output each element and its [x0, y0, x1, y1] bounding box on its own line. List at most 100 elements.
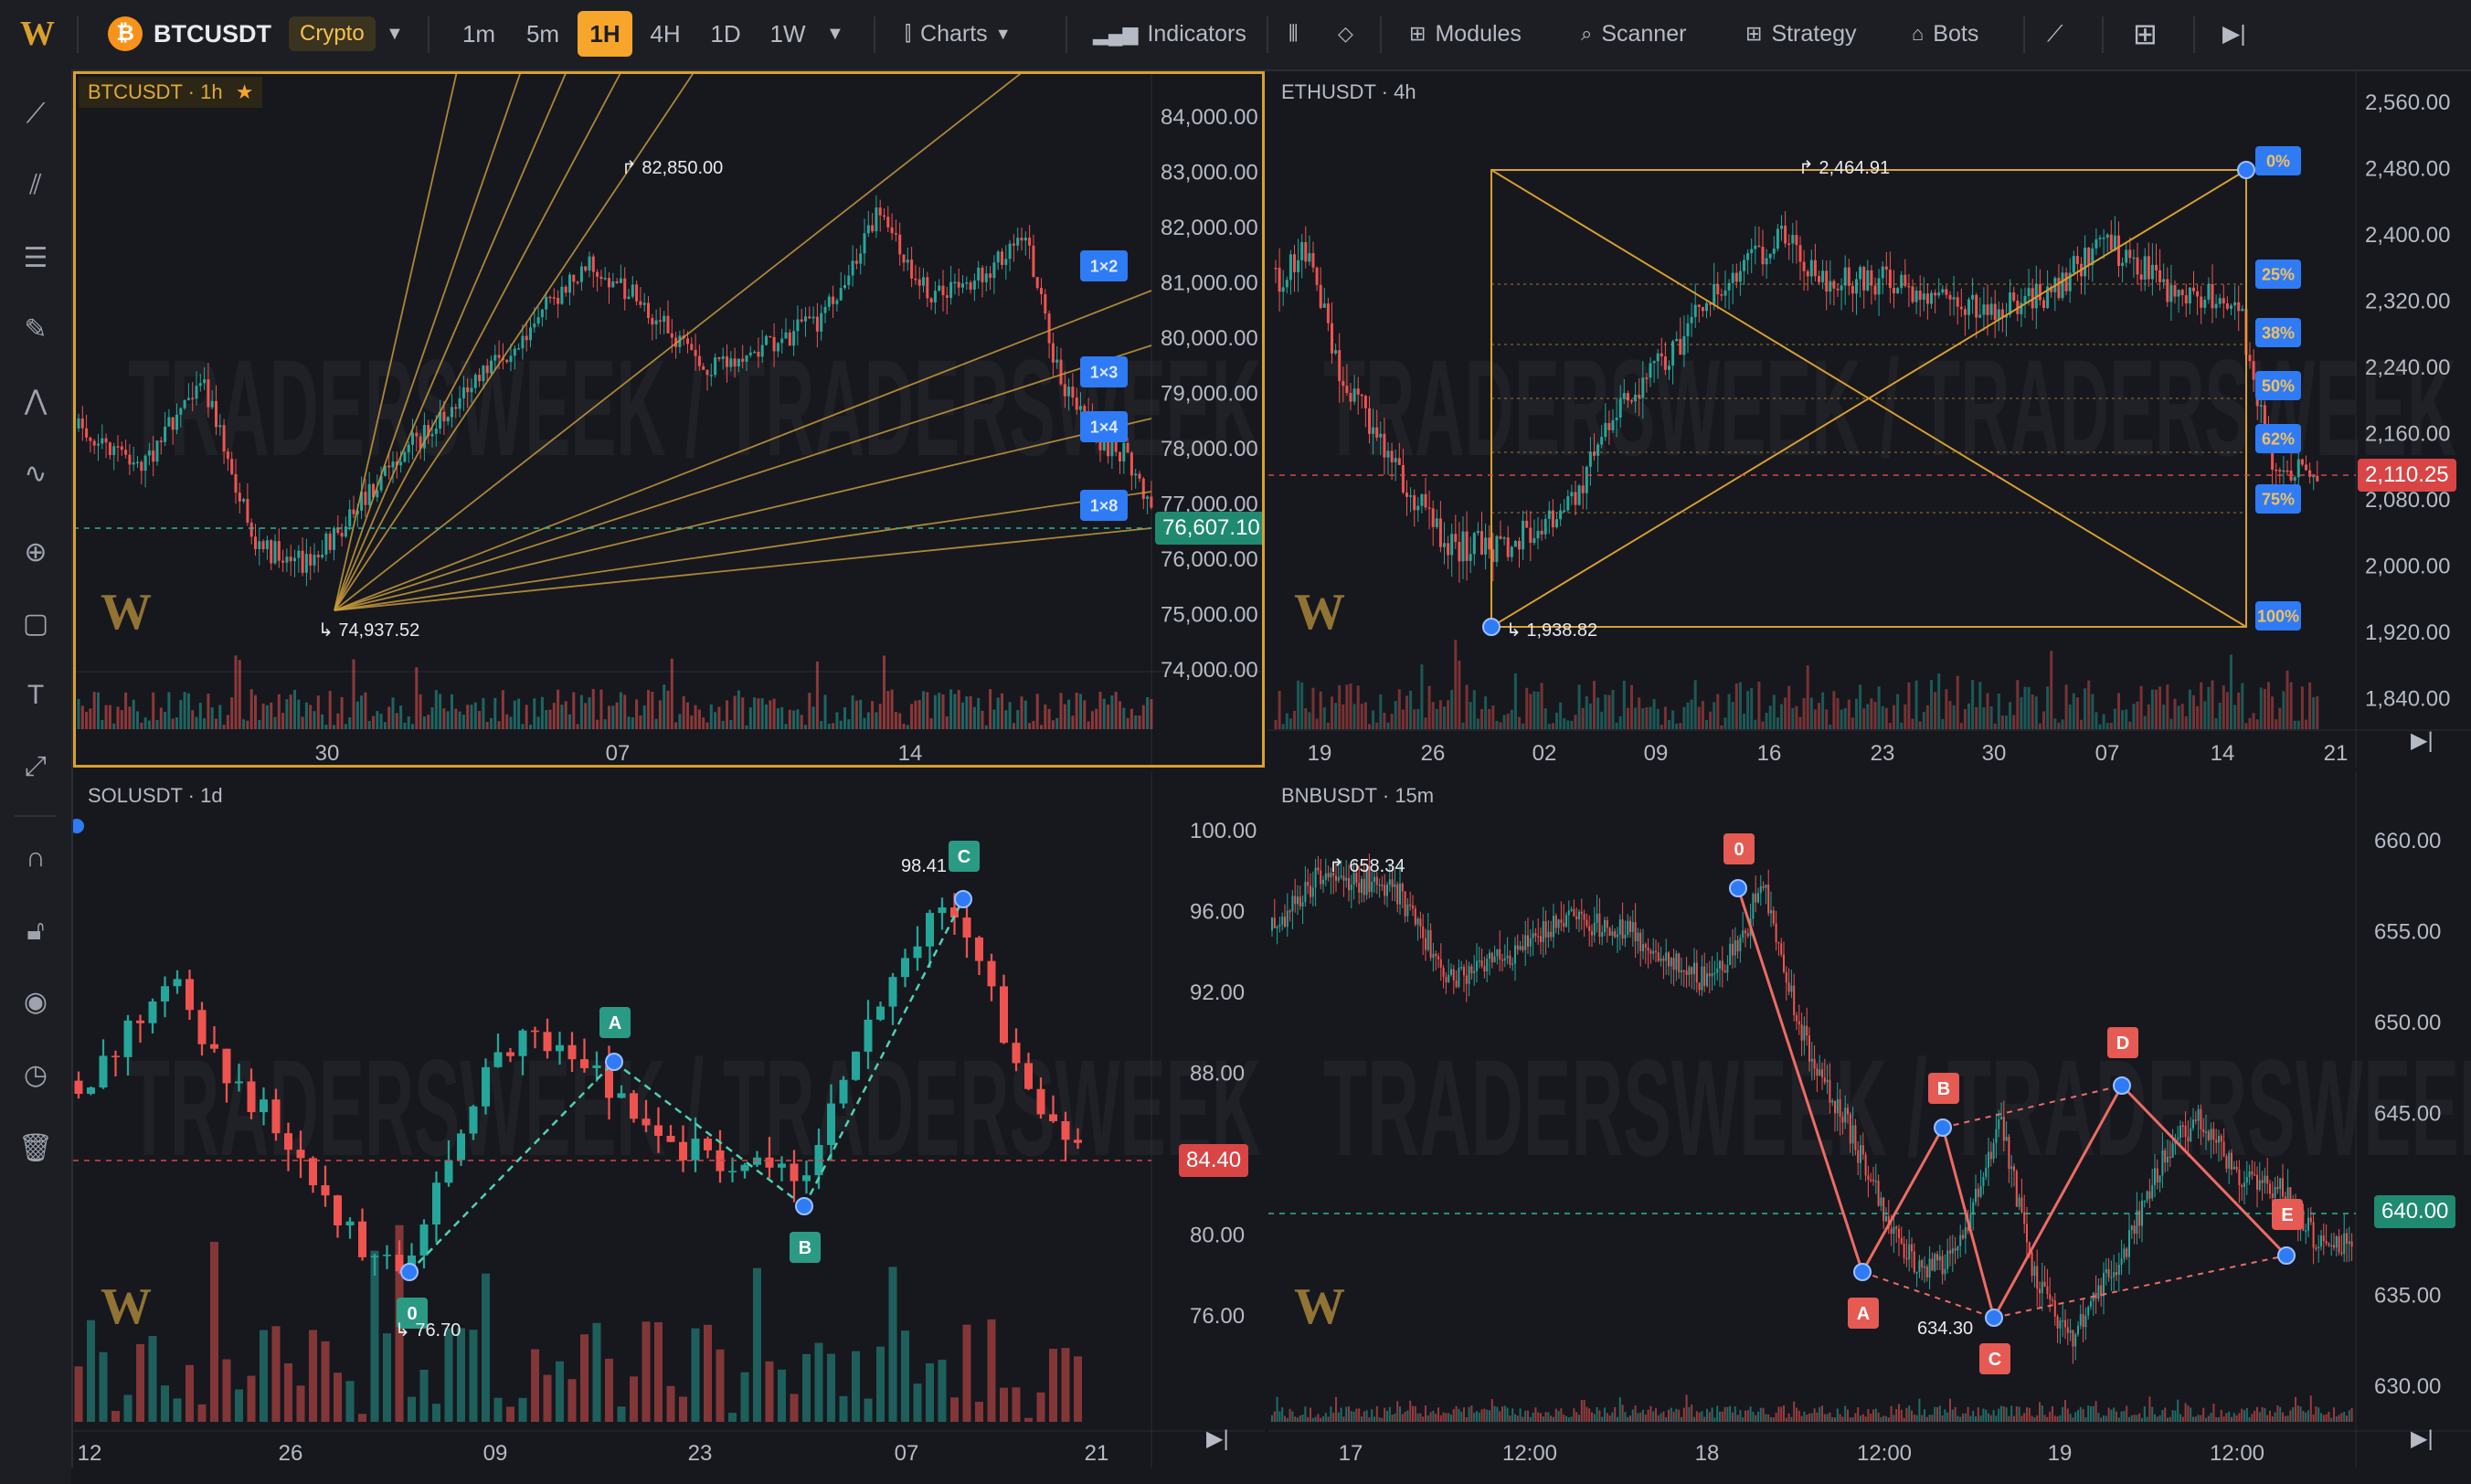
- volume-bar: [1719, 1411, 1721, 1422]
- candle-body: [1975, 1188, 1977, 1203]
- scroll-to-end-icon[interactable]: ▶|: [2411, 728, 2434, 753]
- chart-panel-solusdt[interactable]: TRADERSWEEK / TRADERSWEEK100.0096.0092.0…: [73, 771, 1265, 1468]
- trendline-icon[interactable]: ⟋: [26, 99, 46, 129]
- volume-bar: [1924, 1409, 1925, 1422]
- w-logo-icon: W: [101, 584, 152, 641]
- charts-menu[interactable]: ⫿ Charts ▼: [905, 0, 1012, 68]
- candle-body: [1079, 406, 1082, 410]
- btc-chart-canvas[interactable]: TRADERSWEEK / TRADERSWEEK84,000.0083,000…: [73, 71, 1265, 768]
- timeframe-1d[interactable]: 1D: [710, 19, 741, 48]
- candle-body: [1841, 1116, 1844, 1123]
- candle-body: [1036, 1088, 1045, 1115]
- candle-body: [1898, 1228, 1900, 1238]
- candle-body: [1051, 343, 1055, 363]
- volume-bar: [1816, 1412, 1819, 1422]
- timeframe-1h[interactable]: 1H: [578, 11, 632, 57]
- bnb-chart-canvas[interactable]: TRADERSWEEK / TRADERSWEEK660.00655.00650…: [1268, 771, 2471, 1468]
- measure-icon[interactable]: ⤢: [25, 751, 47, 781]
- eye-icon[interactable]: ◉: [23, 987, 48, 1017]
- volume-bar: [1857, 1407, 1860, 1422]
- y-axis-tick: 80,000.00: [1161, 326, 1258, 351]
- volume-bar: [969, 695, 972, 729]
- rectangle-icon[interactable]: ▢: [22, 609, 49, 639]
- app-logo[interactable]: W: [20, 0, 55, 68]
- timeframe-dropdown-chevron-icon[interactable]: ▼: [826, 23, 844, 44]
- market-badge[interactable]: Crypto: [289, 0, 376, 68]
- clock-icon[interactable]: ◷: [23, 1060, 48, 1090]
- scanner-button[interactable]: ⌕ Scanner: [1581, 0, 1686, 68]
- volume-bar: [2064, 684, 2068, 729]
- wave-icon[interactable]: ∿: [24, 459, 48, 489]
- candle-body: [284, 1133, 292, 1150]
- eth-chart-canvas[interactable]: TRADERSWEEK / TRADERSWEEK2,560.002,480.0…: [1268, 71, 2471, 768]
- chart-panel-ethusdt[interactable]: TRADERSWEEK / TRADERSWEEK2,560.002,480.0…: [1268, 71, 2471, 768]
- volume-bar: [721, 720, 725, 729]
- lock-icon[interactable]: 🔓︎: [27, 916, 45, 946]
- candle-body: [2346, 1233, 2348, 1245]
- candle-body: [1954, 1248, 1957, 1251]
- y-axis-tick: 79,000.00: [1161, 382, 1258, 407]
- volume-bar: [254, 694, 257, 729]
- timeframe-1w[interactable]: 1W: [769, 19, 806, 48]
- chart-panel-bnbusdt[interactable]: TRADERSWEEK / TRADERSWEEK660.00655.00650…: [1268, 771, 2471, 1468]
- replay-button[interactable]: ◇: [1338, 0, 1353, 68]
- candle-body: [2100, 1285, 2103, 1297]
- candle-body: [1447, 543, 1450, 556]
- line-tool-button[interactable]: ⟋: [2047, 0, 2063, 68]
- trash-icon[interactable]: 🗑︎: [17, 1133, 54, 1163]
- candle-body: [1993, 303, 1997, 321]
- crosshair-icon[interactable]: ⊕: [24, 537, 48, 567]
- volume-bar: [1915, 1415, 1918, 1422]
- brush-icon[interactable]: ✎: [24, 314, 48, 344]
- indicators-button[interactable]: ▂▄▆ Indicators: [1093, 0, 1246, 68]
- volume-bar: [328, 691, 332, 729]
- panel-symbol: BTCUSDT: [88, 80, 183, 103]
- replay-end-button[interactable]: ▶|: [2222, 0, 2246, 68]
- candle-body: [1941, 289, 1945, 293]
- text-icon[interactable]: T: [27, 680, 45, 710]
- candle-body: [2181, 1125, 2184, 1128]
- volume-bar: [1330, 1406, 1332, 1422]
- symbol-dropdown-chevron-icon[interactable]: ▼: [386, 23, 404, 44]
- bots-button[interactable]: ⌂ Bots: [1912, 0, 1978, 68]
- volume-bar: [540, 696, 544, 729]
- scroll-to-end-icon[interactable]: ▶|: [1206, 1426, 1229, 1451]
- timeframe-4h[interactable]: 4H: [650, 19, 681, 48]
- candle-body: [2052, 1299, 2053, 1301]
- volume-bar: [2188, 689, 2191, 729]
- candle-body: [1422, 926, 1425, 938]
- timeframe-5m[interactable]: 5m: [525, 19, 560, 48]
- compare-button[interactable]: ⫴: [1289, 0, 1299, 68]
- candle-body: [1348, 877, 1350, 891]
- favorite-star-icon[interactable]: ★: [235, 80, 254, 103]
- volume-bar: [1416, 708, 1420, 729]
- strategy-button[interactable]: ⊞ Strategy: [1745, 0, 1857, 68]
- symbol-selector[interactable]: ₿ BTCUSDT: [108, 0, 271, 68]
- volume-bar: [2293, 720, 2296, 729]
- parallel-channel-icon[interactable]: ⫽: [29, 170, 42, 200]
- candle-body: [1399, 884, 1401, 905]
- layout-button[interactable]: ⊞: [2133, 0, 2158, 68]
- volume-bar: [458, 711, 461, 729]
- candle-body: [929, 298, 933, 302]
- modules-button[interactable]: ⊞ Modules: [1409, 0, 1522, 68]
- candle-body: [596, 271, 599, 277]
- sol-chart-canvas[interactable]: TRADERSWEEK / TRADERSWEEK100.0096.0092.0…: [73, 771, 1265, 1468]
- candle-body: [533, 323, 536, 328]
- candle-body: [2105, 1268, 2107, 1273]
- pattern-icon[interactable]: ⋀: [24, 386, 48, 416]
- chart-panel-btcusdt[interactable]: TRADERSWEEK / TRADERSWEEK84,000.0083,000…: [73, 71, 1265, 768]
- volume-bar: [1335, 1396, 1337, 1422]
- volume-bar: [1358, 1408, 1361, 1422]
- candle-body: [1138, 473, 1141, 479]
- volume-bar: [2330, 1417, 2333, 1422]
- volume-bar: [1731, 702, 1734, 729]
- scroll-to-end-icon[interactable]: ▶|: [2411, 1426, 2434, 1451]
- magnet-icon[interactable]: ∩: [26, 843, 46, 873]
- fib-lines-icon[interactable]: ☰: [23, 243, 48, 273]
- candle-body: [639, 301, 642, 305]
- volume-bar: [1985, 1409, 1988, 1422]
- timeframe-1m[interactable]: 1m: [461, 19, 496, 48]
- volume-bar: [2222, 685, 2225, 729]
- candle-body: [1522, 520, 1525, 550]
